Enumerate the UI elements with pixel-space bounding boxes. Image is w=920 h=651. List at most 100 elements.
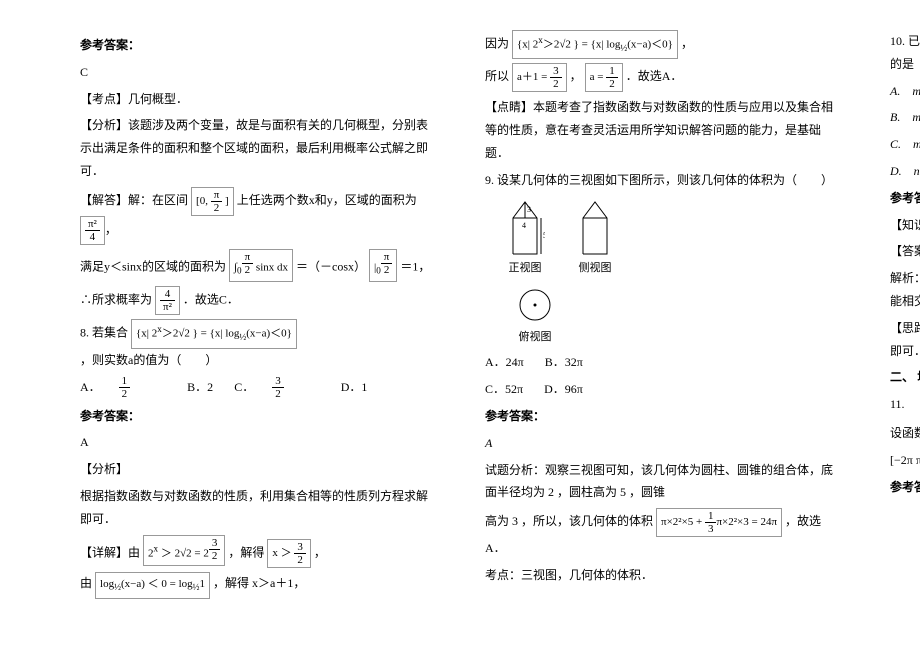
q10a: 10. 已知 m, n 为不同的直线， [890,34,920,48]
q11-num: 11. [890,393,920,416]
q8a: 8. 若集合 [80,326,128,340]
xj2-box3: log½(x−a) ＜ 0 = log½1 [95,572,210,599]
q9: 9. 设某几何体的三视图如下图所示，则该几何体的体积为（ ） [485,169,840,192]
prob-box: 4π² [155,286,180,315]
q8: 8. 若集合 {x| 2x＞2√2 } = {x| log½(x−a)＜0} ，… [80,319,435,371]
answer-heading-2: 参考答案： [80,405,435,428]
xj2d: 由 [80,576,92,590]
q8-opt-c: C．32 [234,380,320,394]
top-view: 俯视图 [515,285,555,348]
p-fx1: 【分析】该题涉及两个变量，故是与面积有关的几何概型，分别表示出满足条件的面积和整… [80,114,435,182]
vol-formula: π×2²×5 + 13π×2²×3 = 24π [656,508,782,537]
xj2c: ， [314,545,326,559]
limits-box: |0π2 [369,249,397,282]
jx-text: 解析：A选项可能有 n⊂α ，B选项也可能有 n⊂α ，C选项两平面可能相交，故… [890,267,920,313]
q8-options: A．12 B．2 C．32 D．1 [80,375,435,400]
q9-options-row2: C．52π D．96π [485,378,840,401]
q9-opt-b: B．32π [545,355,583,369]
front-view-label: 正视图 [509,262,542,274]
xj2-box4: {x| 2x＞2√2 } = {x| log½(x−a)＜0} [512,30,678,59]
xj2-line4: 所以 a＋1 = 32 ， a = 12 ．故选A． [485,63,840,92]
kp1-text: 几何概型． [128,92,188,106]
xj2-line3: 因为 {x| 2x＞2√2 } = {x| log½(x−a)＜0} ， [485,30,840,59]
side-view-svg [575,198,615,256]
jd3a: ∴所求概率为 [80,292,152,306]
kp3: 考点：三视图，几何体的体积． [485,564,840,587]
fx2-label: 【分析】 [80,458,435,481]
side-view: 侧视图 [575,198,615,279]
sx3a: 试题分析：观察三视图可知，该几何体为圆柱、圆锥的组合体，底面半径均为 2 ，圆柱… [485,459,840,505]
sl: 【思路点拨】分别根据线面平行和线面垂直的性质和定义进行判断即可． [890,317,920,363]
answer-heading-1: 参考答案： [80,34,435,57]
xj2j: ．故选A． [626,69,683,83]
svg-text:5: 5 [543,231,545,240]
jd1-label: 【解答】 [80,193,128,207]
xj2-line2: 由 log½(x−a) ＜ 0 = log½1 ，解得 x＞a＋1， [80,572,435,599]
svg-text:3: 3 [527,205,531,214]
xj2a: 由 [128,545,140,559]
xj2-box5: a＋1 = 32 [512,63,567,92]
jd2a: 满足y＜sinx的区域的面积为 [80,260,226,274]
xj2f: 因为 [485,37,509,51]
top-view-row: 俯视图 [515,285,840,348]
p-kp1: 【考点】几何概型． [80,88,435,111]
area-box: π²4 [80,216,105,245]
p-jd1: 【解答】解：在区间 [0, π2 ] 上任选两个数x和y，区域的面积为 π²4， [80,187,435,245]
dj2: 【点睛】本题考查了指数函数与对数函数的性质与应用以及集合相等的性质，意在考查灵活… [485,96,840,164]
jd2c: ＝1， [400,260,430,274]
answer-1: C [80,61,435,84]
dj2-text: 本题考查了指数函数与对数函数的性质与应用以及集合相等的性质，意在考查灵活运用所学… [485,100,833,160]
xj2i: ， [570,69,582,83]
answer-heading-5: 参考答案： [890,476,920,499]
fx1-text: 该题涉及两个变量，故是与面积有关的几何概型，分别表示出满足条件的面积和整个区域的… [80,118,428,178]
xj2-box1: 2x ＞ 2√2 = 232 [143,535,225,566]
xj2g: ， [681,37,693,51]
p-jd2: 满足y＜sinx的区域的面积为 ∫0π2 sinx dx ＝（－cosx） |0… [80,249,435,282]
q10-opt-c: C. m⊂α, n⊂β, m∥n ⇒ α∥β [890,133,920,156]
q9-opt-c: C．52π [485,382,523,396]
xj2e: ，解得 x＞a＋1， [213,576,305,590]
xj2h: 所以 [485,69,509,83]
xj2-label: 【详解】 [80,545,128,559]
jx: 【答案解析】D [890,240,920,263]
jx-label: 【答案解析】 [890,244,920,258]
sx3-line: 高为 3 ，所以，该几何体的体积 π×2²×5 + 13π×2²×3 = 24π… [485,508,840,560]
jd1a: 解：在区间 [128,193,188,207]
xj2-box2: x ＞ 32 [267,539,311,568]
answer-3: A [485,432,840,455]
answer-2: A [80,431,435,454]
q9-options-row1: A．24π B．32π [485,351,840,374]
kp1-label: 【考点】 [80,92,128,106]
xj2b: ，解得 [228,545,264,559]
top-view-svg [515,285,555,325]
q8-opt-b: B．2 [187,380,213,394]
jd1b: 上任选两个数x和y，区域的面积为 [237,193,417,207]
q10: 10. 已知 m, n 为不同的直线， α, β 为不同的平面，则下列说法正确的… [890,30,920,76]
section-2-heading: 二、 填空题：本大题共7小题,每小题4分,共28分 [890,366,920,389]
fx1-label: 【分析】 [80,118,128,132]
q8-set-box: {x| 2x＞2√2 } = {x| log½(x−a)＜0} [131,319,297,348]
zsd: 【知识点】空间中直线与平面之间的位置关系．G4 G5 [890,214,920,237]
jd2b: ＝（－cosx） [296,260,366,274]
front-view-svg: 3 5 4 [505,198,545,256]
jd3b: ．故选C． [183,292,239,306]
xj2-line1: 【详解】由 2x ＞ 2√2 = 232 ，解得 x ＞ 32 ， [80,535,435,568]
side-view-label: 侧视图 [579,262,612,274]
front-view: 3 5 4 正视图 [505,198,545,279]
sl-label: 【思路点拨】 [890,321,920,335]
q8-opt-d: D．1 [341,380,368,394]
answer-heading-3: 参考答案： [485,405,840,428]
q10-opt-b: B. m⊂α, n⊥m ⇒ n⊥α [890,106,920,129]
answer-heading-4: 参考答案： [890,187,920,210]
q8-opt-a: A．12 [80,380,166,394]
top-view-label: 俯视图 [519,331,552,343]
q9-opt-a: A．24π [485,355,524,369]
q10-opt-a: A. m⊂α, n∥m ⇒ n∥α [890,80,920,103]
three-views: 3 5 4 正视图 侧视图 [505,198,840,279]
sx3b: 高为 3 ，所以，该几何体的体积 [485,514,653,528]
fx2: 根据指数函数与对数函数的性质，利用集合相等的性质列方程求解即可． [80,485,435,531]
document-page: 参考答案： C 【考点】几何概型． 【分析】该题涉及两个变量，故是与面积有关的几… [80,30,840,620]
interval-box: [0, π2 ] [191,187,234,216]
dj2-label: 【点睛】 [485,100,533,114]
zsd-label: 【知识点】 [890,218,920,232]
